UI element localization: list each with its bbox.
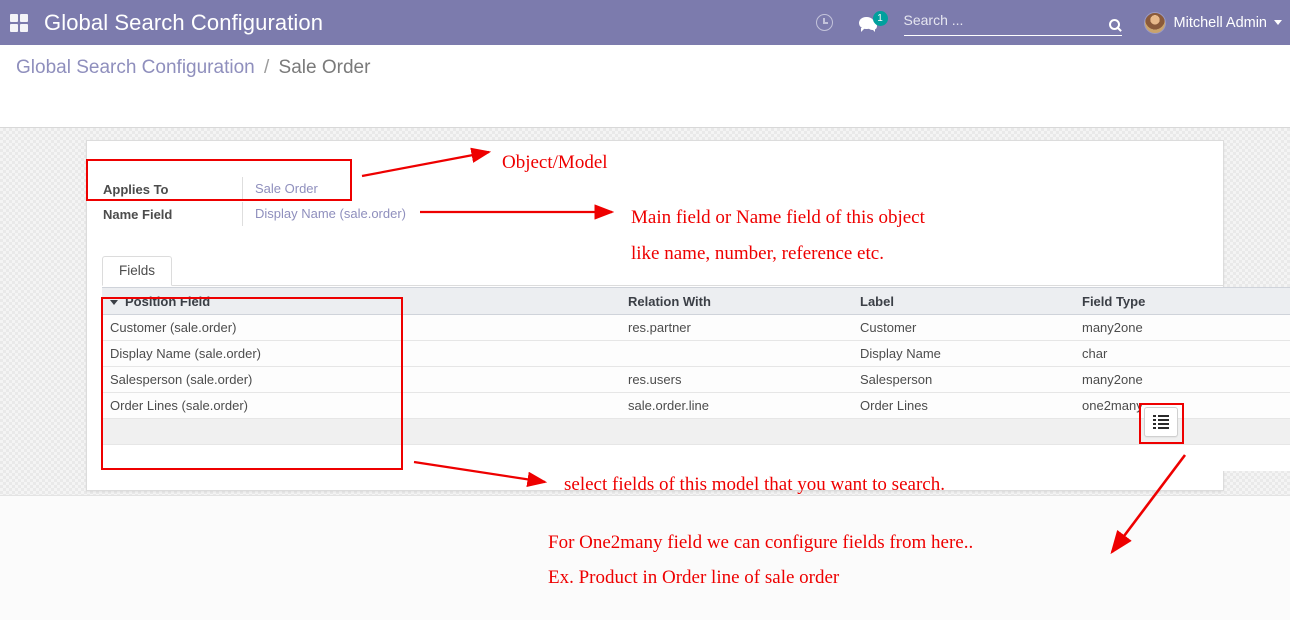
cell-relation-with: [620, 340, 852, 367]
breadcrumb-root[interactable]: Global Search Configuration: [16, 57, 255, 78]
table-row-spacer: [102, 444, 1290, 471]
column-header-position-field-label: Position Field: [125, 293, 211, 309]
notebook-tabs: Fields: [102, 256, 1223, 286]
annotation-one2many-line1: For One2many field we can configure fiel…: [548, 532, 974, 553]
cell-blank: [508, 392, 620, 419]
cell-add-label: [852, 418, 1074, 445]
messages-badge: 1: [872, 10, 888, 26]
cell-actions: [1252, 340, 1290, 367]
cell-label: Display Name: [852, 340, 1074, 367]
table-row-add-line[interactable]: [102, 418, 1290, 445]
cell-label: Customer: [852, 314, 1074, 341]
applies-to-value[interactable]: Sale Order: [242, 177, 1223, 201]
avatar: [1143, 11, 1166, 34]
table-row[interactable]: Display Name (sale.order) Display Name c…: [102, 340, 1290, 367]
navbar-right-group: 1 Mitchell Admin: [815, 0, 1290, 45]
column-header-label[interactable]: Label: [852, 287, 1074, 315]
name-field-label: Name Field: [103, 206, 173, 222]
cell-position-field: Salesperson (sale.order): [102, 366, 508, 393]
column-header-blank: [508, 287, 620, 315]
cell-field-type: many2one: [1074, 366, 1252, 393]
cell-actions: [1252, 392, 1290, 419]
cell-spacer-5: [1074, 444, 1252, 471]
fields-table: Position Field Relation With Label Field…: [102, 287, 1290, 471]
cell-blank: [508, 314, 620, 341]
breadcrumb-separator: /: [263, 57, 270, 78]
apps-grid-icon[interactable]: [10, 13, 28, 32]
messages-icon[interactable]: 1: [858, 10, 888, 32]
cell-spacer-2: [508, 444, 620, 471]
table-row[interactable]: Customer (sale.order) res.partner Custom…: [102, 314, 1290, 341]
list-view-icon: [1153, 415, 1169, 429]
cell-spacer-4: [852, 444, 1074, 471]
one2many-configure-button[interactable]: [1144, 407, 1178, 437]
breadcrumb: Global Search Configuration / Sale Order: [16, 57, 370, 79]
annotation-select-fields: select fields of this model that you wan…: [564, 474, 945, 495]
annotation-name-field-line1: Main field or Name field of this object: [631, 207, 925, 228]
cell-actions: [1252, 314, 1290, 341]
cell-label: Order Lines: [852, 392, 1074, 419]
chevron-down-icon: [1274, 20, 1282, 25]
column-header-actions: [1252, 287, 1290, 315]
sort-caret-down-icon: [110, 299, 118, 305]
clock-icon[interactable]: [815, 14, 833, 31]
control-panel: Global Search Configuration / Sale Order…: [0, 45, 1290, 162]
app-brand-title[interactable]: Global Search Configuration: [44, 9, 324, 35]
name-field-value[interactable]: Display Name (sale.order): [242, 202, 1223, 226]
field-row-applies-to: Applies To Sale Order: [87, 177, 1223, 201]
cell-position-field: Display Name (sale.order): [102, 340, 508, 367]
cell-blank: [508, 340, 620, 367]
breadcrumb-current: Sale Order: [278, 57, 371, 78]
tab-fields[interactable]: Fields: [102, 256, 173, 286]
column-header-position-field[interactable]: Position Field: [102, 287, 508, 315]
global-search-box[interactable]: [903, 9, 1122, 36]
cell-relation-with: res.partner: [620, 314, 852, 341]
cell-spacer-1: [102, 444, 508, 471]
notebook: Fields: [102, 256, 1223, 286]
table-row[interactable]: Order Lines (sale.order) sale.order.line…: [102, 392, 1290, 419]
cell-add-line: [102, 418, 508, 445]
annotation-name-field-line2: like name, number, reference etc.: [631, 243, 884, 264]
cell-field-type: many2one: [1074, 314, 1252, 341]
cell-add-rel: [620, 418, 852, 445]
field-row-name-field: Name Field Display Name (sale.order): [87, 202, 1223, 226]
cell-add-blank: [508, 418, 620, 445]
cell-position-field: Order Lines (sale.order): [102, 392, 508, 419]
cell-relation-with: sale.order.line: [620, 392, 852, 419]
cell-actions: [1252, 366, 1290, 393]
cell-position-field: Customer (sale.order): [102, 314, 508, 341]
search-icon[interactable]: [1108, 19, 1120, 30]
cell-blank: [508, 366, 620, 393]
chat-bubble-secondary-icon: [867, 21, 877, 32]
annotation-object-model: Object/Model: [502, 152, 608, 173]
cell-field-type: char: [1074, 340, 1252, 367]
column-header-relation-with[interactable]: Relation With: [620, 287, 852, 315]
top-navbar: Global Search Configuration 1 Mitchell A…: [0, 0, 1290, 45]
table-row[interactable]: Salesperson (sale.order) res.users Sales…: [102, 366, 1290, 393]
cell-spacer-6: [1252, 444, 1290, 471]
cell-add-actions: [1252, 418, 1290, 445]
cell-label: Salesperson: [852, 366, 1074, 393]
form-sheet: Applies To Sale Order Name Field Display…: [86, 140, 1290, 491]
applies-to-label: Applies To: [103, 181, 169, 197]
user-menu[interactable]: Mitchell Admin: [1143, 11, 1282, 34]
cell-spacer-3: [620, 444, 852, 471]
user-name-label: Mitchell Admin: [1173, 14, 1267, 31]
search-input[interactable]: [903, 12, 1089, 32]
annotation-one2many-line2: Ex. Product in Order line of sale order: [548, 567, 840, 588]
column-header-field-type[interactable]: Field Type: [1074, 287, 1252, 315]
page-lower-background: [0, 496, 1290, 620]
table-header-row: Position Field Relation With Label Field…: [102, 287, 1290, 315]
cell-relation-with: res.users: [620, 366, 852, 393]
